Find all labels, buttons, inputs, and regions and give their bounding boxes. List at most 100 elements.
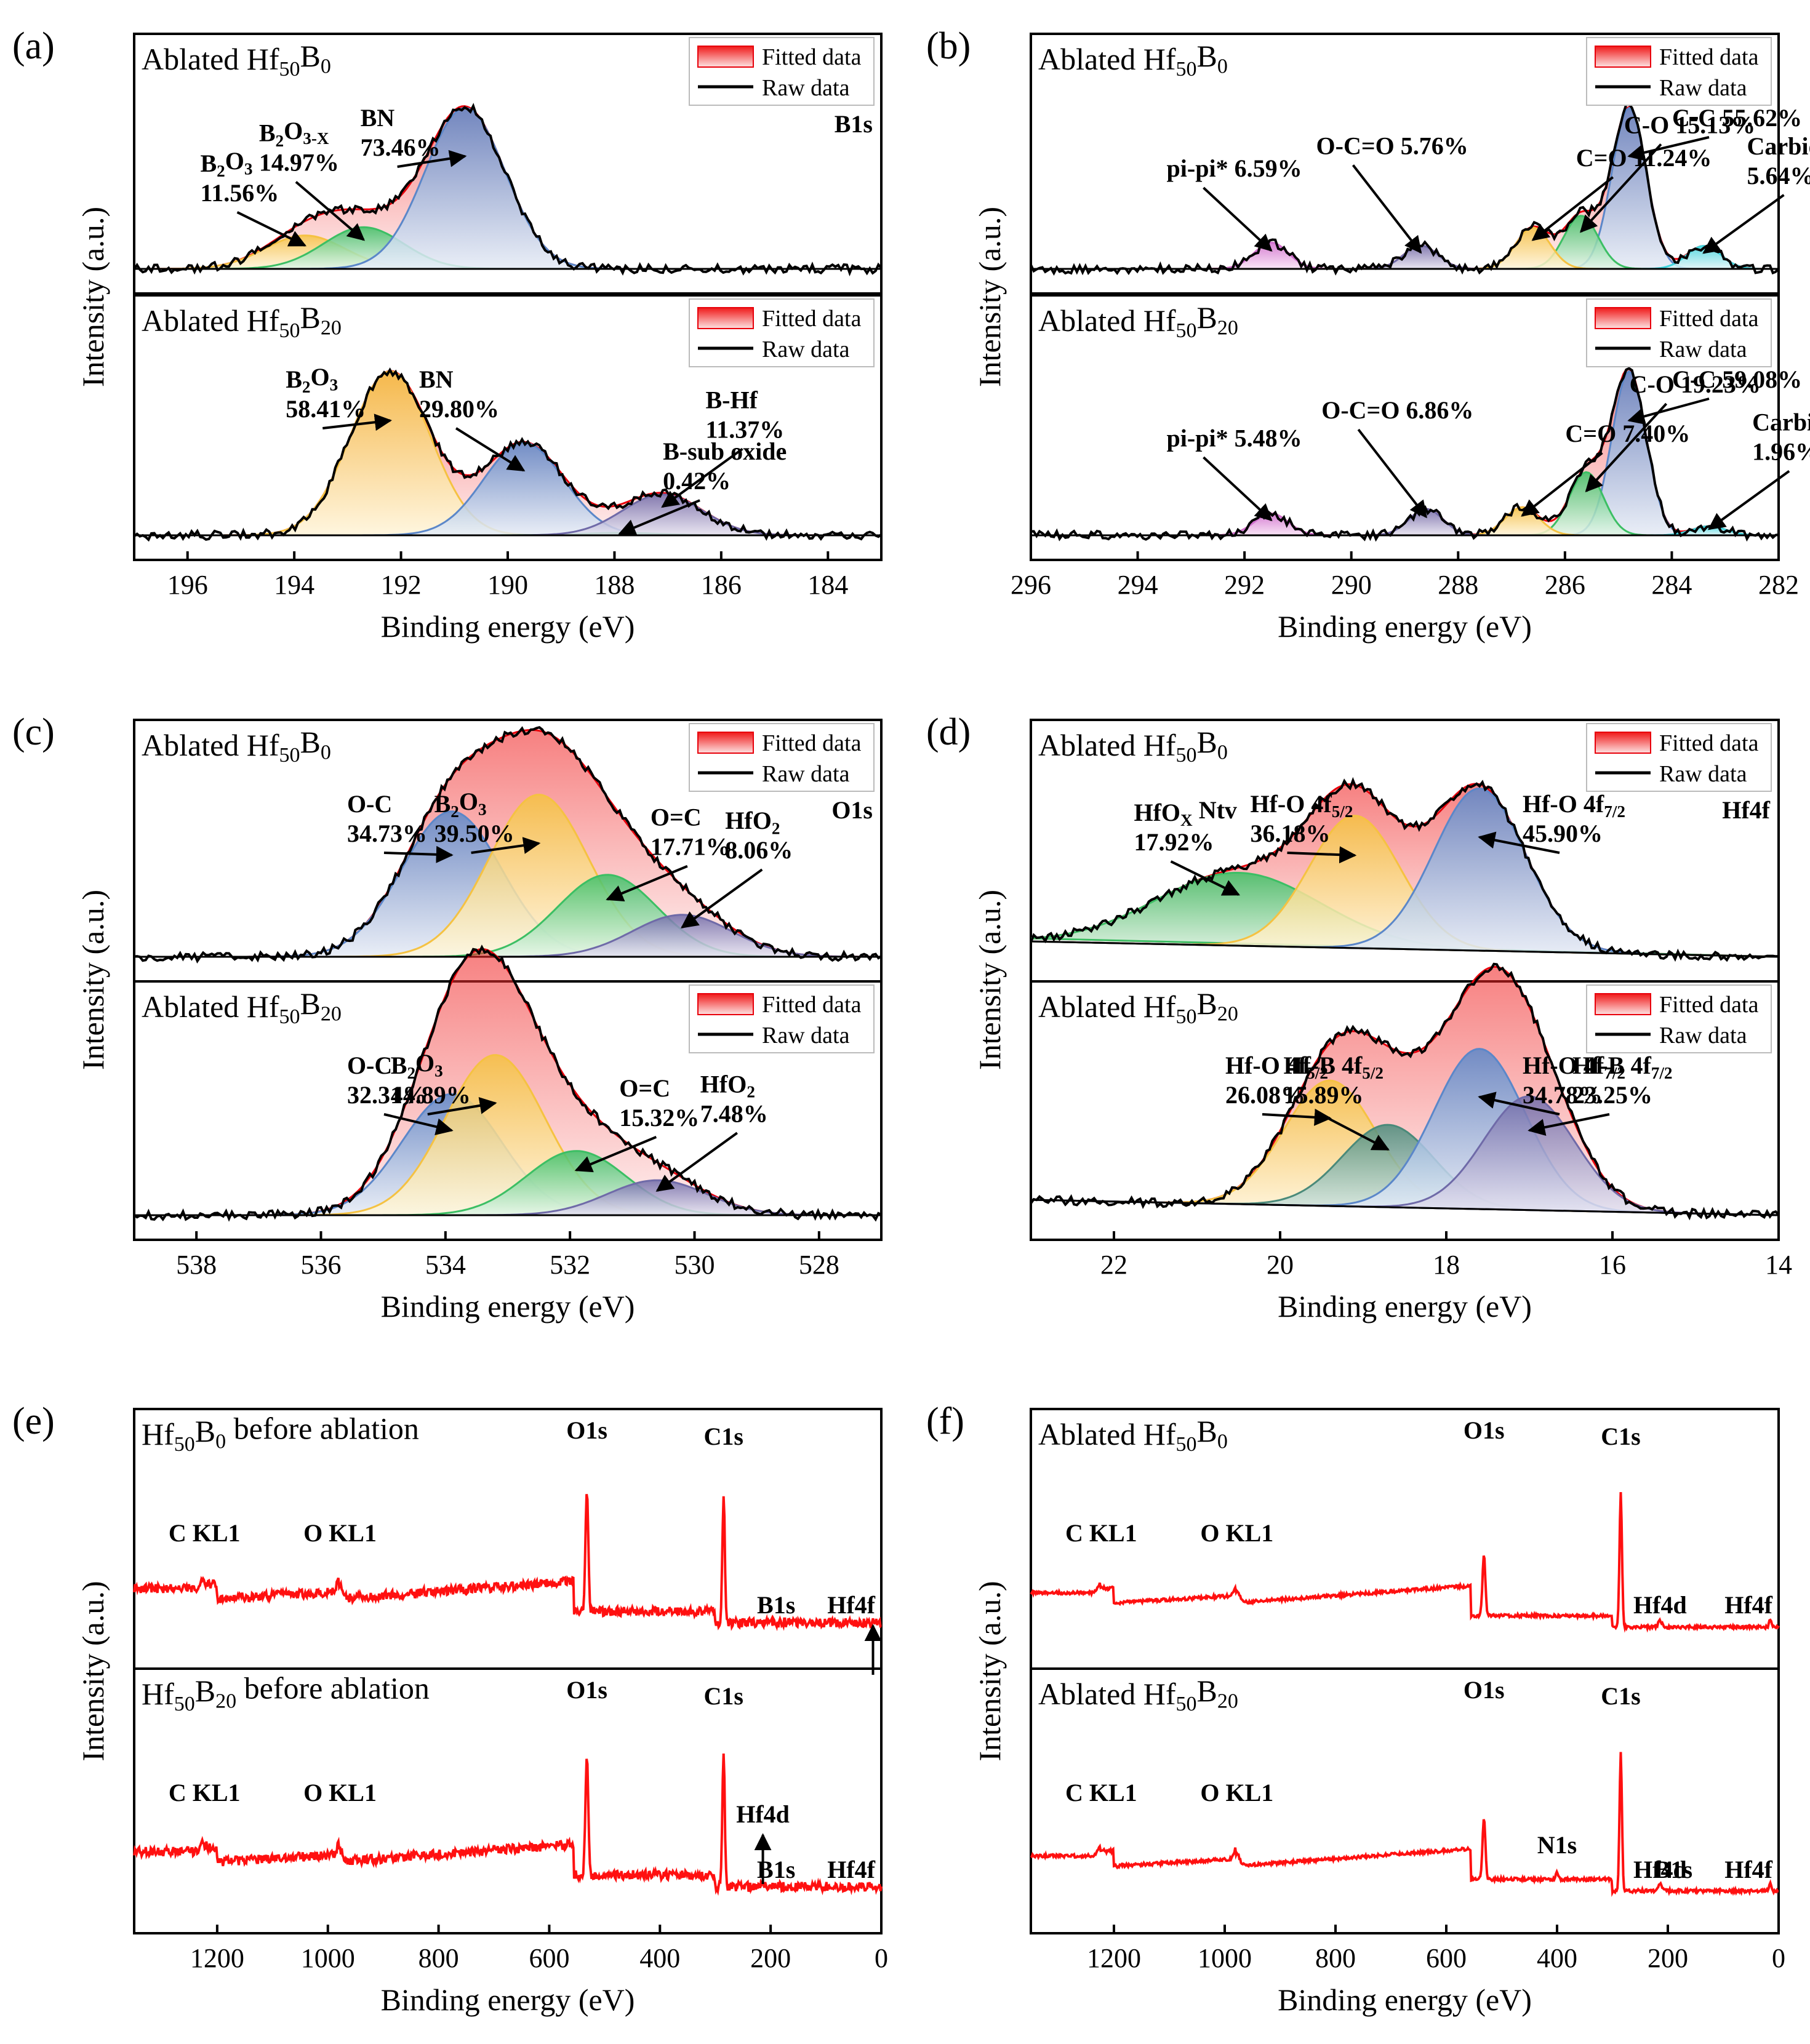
annotation-arrow [471, 837, 541, 854]
peak-label: B1s [757, 1591, 795, 1619]
annotation-text: 32.31% [347, 1081, 427, 1109]
raw-data-line [133, 944, 882, 1222]
x-tick-label: 292 [1224, 570, 1265, 600]
annotation-arrow [1528, 1113, 1610, 1136]
annotation-text: 5.64% [1747, 162, 1810, 190]
y-axis-label: Intensity (a.u.) [972, 890, 1007, 1070]
annotation-arrow [397, 150, 467, 168]
annotation-text: 14.97% [259, 149, 339, 177]
peak-annotation: B2O3-X14.97% [259, 117, 366, 241]
peak-annotation: O-C=O 5.76% [1316, 132, 1468, 254]
raw-data-line [133, 367, 883, 542]
survey-spectrum-line [133, 1493, 882, 1632]
y-axis-label: Intensity (a.u.) [76, 207, 110, 387]
subplot-title: Ablated Hf50B20 [1038, 1674, 1238, 1715]
x-tick-label: 1000 [301, 1943, 355, 1973]
x-tick-label: 190 [487, 570, 528, 600]
annotation-text: HfO2 [725, 807, 780, 837]
x-tick-label: 800 [1315, 1943, 1356, 1973]
annotation-arrow [1262, 1108, 1332, 1126]
panel-label: (e) [12, 1400, 55, 1442]
annotation-arrow [1702, 194, 1785, 254]
legend: Fitted data Raw data [1586, 984, 1772, 1053]
region-tag: Hf4f [1722, 796, 1770, 824]
peak-label: Hf4f [1724, 1856, 1772, 1883]
legend-fitted-label: Fitted data [762, 992, 862, 1018]
subplot-a-2: Ablated Hf50B20 Fitted data Raw data B2O358… [133, 294, 883, 644]
annotation-text: 7.48% [700, 1100, 768, 1127]
annotation-text: 15.32% [619, 1104, 699, 1132]
annotation-text: 17.71% [651, 833, 731, 861]
annotation-text: B-Hf [705, 386, 758, 414]
x-tick-label: 600 [529, 1943, 569, 1973]
plot-frame [133, 1408, 883, 1670]
x-tick-label: 200 [1648, 1943, 1688, 1973]
panel-d: Ablated Hf50B0 Hf4f Fitted data Raw data HfO… [926, 711, 1792, 1323]
annotation-text: 11.56% [200, 179, 279, 207]
panel-label: (c) [12, 711, 55, 753]
y-axis-label: Intensity (a.u.) [76, 1581, 110, 1762]
x-tick-label: 286 [1545, 570, 1585, 600]
y-axis-label: Intensity (a.u.) [972, 1581, 1007, 1762]
subplot-d-2: Ablated Hf50B20 Fitted data Raw data Hf-O 4… [1030, 962, 1792, 1323]
legend-fitted-label: Fitted data [762, 730, 862, 756]
legend-box [689, 984, 875, 1053]
plot-frame [1030, 294, 1780, 561]
x-tick-label: 400 [1537, 1943, 1577, 1973]
x-tick-label: 194 [274, 570, 314, 600]
peak-annotation: Carbide1.96% [1707, 409, 1810, 530]
legend-raw-label: Raw data [1659, 761, 1747, 787]
x-tick-label: 192 [381, 570, 422, 600]
peak-label: N1s [1537, 1831, 1577, 1859]
subplot-f-1: Ablated Hf50B0 C KL1 O KL1 O1s C1s Hf4d Hf4f [1030, 1408, 1780, 1670]
legend-fitted-label: Fitted data [1659, 730, 1759, 756]
annotation-arrow [427, 1097, 497, 1116]
peak-label: C1s [1601, 1423, 1640, 1450]
raw-data-line [1030, 962, 1780, 1221]
background-line [1030, 940, 1779, 958]
legend-raw-label: Raw data [1659, 337, 1747, 362]
peak-annotation: C=O 7.40% [1521, 420, 1690, 517]
survey-spectrum-line [1030, 1752, 1779, 1898]
annotation-text: BN [361, 104, 395, 132]
annotation-text: 45.90% [1523, 820, 1603, 847]
raw-data-line [133, 103, 883, 277]
peak-annotation: Hf-O 4f5/236.18% [1251, 790, 1357, 864]
panel-label: (a) [12, 25, 55, 67]
legend-raw-label: Raw data [762, 75, 850, 101]
annotation-arrow [295, 181, 366, 241]
annotation-text: Hf-B 4f5/2 [1284, 1052, 1384, 1082]
legend-fitted-swatch [1595, 732, 1651, 754]
plot-frame [133, 1667, 883, 1934]
peak-label: B1s [757, 1856, 795, 1883]
peak-label: C1s [1601, 1682, 1640, 1710]
peak-annotation: C-C 55.62% [1627, 104, 1802, 161]
peak-label: C1s [703, 1423, 743, 1450]
subplot-title: Ablated Hf50B20 [1038, 300, 1238, 342]
annotation-text: B2O3 [286, 363, 338, 396]
peak-annotation: Hf-O 4f5/226.08% [1225, 1052, 1332, 1126]
annotation-arrow [383, 845, 454, 863]
legend-raw-label: Raw data [1659, 1023, 1747, 1048]
annotation-arrow [661, 447, 743, 508]
subplot-f-2: Ablated Hf50B20 C KL1 O KL1 O1s N1s C1s Hf4dB1… [1030, 1667, 1785, 2017]
x-tick-label: 14 [1765, 1250, 1792, 1280]
peak-label: Hf4f [827, 1856, 875, 1883]
panel-label: (d) [926, 711, 971, 753]
peak-label: C KL1 [1065, 1779, 1137, 1806]
y-axis-label: Intensity (a.u.) [972, 207, 1007, 387]
annotation-arrow [236, 211, 306, 247]
annotation-text: O-C=O 5.76% [1316, 132, 1468, 159]
legend: Fitted data Raw data [1586, 37, 1772, 106]
x-tick-label: 534 [425, 1250, 466, 1280]
x-tick-label: 530 [675, 1250, 715, 1280]
peak-annotation: O=C17.71% [606, 804, 731, 901]
plot-frame [133, 33, 883, 295]
annotation-text: BN [419, 365, 454, 393]
legend: Fitted data Raw data [689, 37, 875, 106]
peak-label: C KL1 [169, 1779, 241, 1806]
